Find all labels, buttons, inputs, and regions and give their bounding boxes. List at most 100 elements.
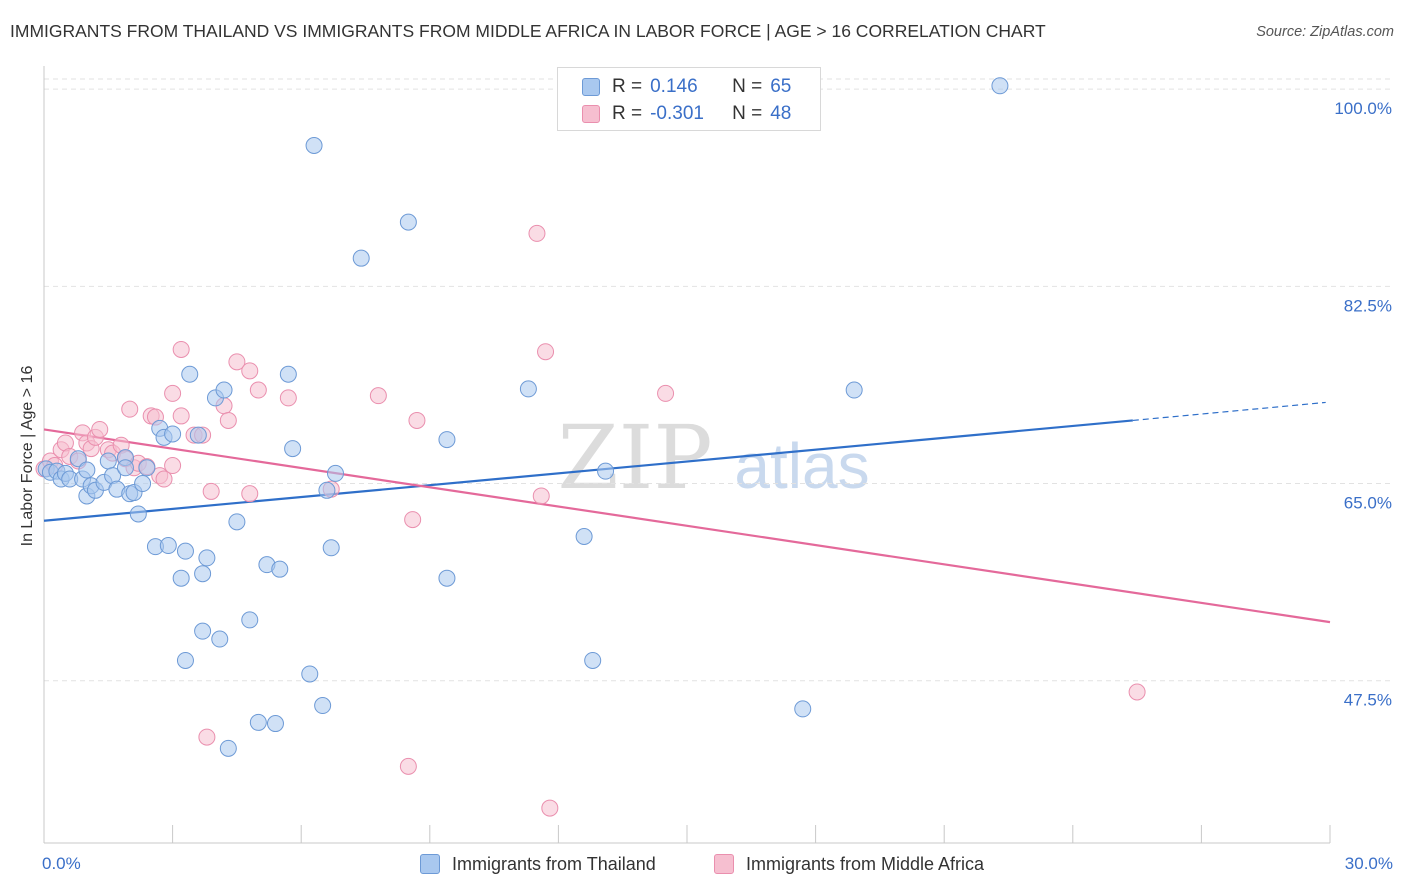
data-point-thailand[interactable] [519, 380, 537, 398]
data-point-thailand[interactable] [172, 569, 190, 587]
data-point-middle-africa[interactable] [399, 757, 417, 775]
data-point-thailand[interactable] [194, 622, 212, 640]
data-point-middle-africa[interactable] [198, 728, 216, 746]
data-point-middle-africa[interactable] [369, 387, 387, 405]
bottom-legend-thailand[interactable]: Immigrants from Thailand [420, 852, 656, 876]
data-point-middle-africa[interactable] [537, 343, 555, 361]
data-point-thailand[interactable] [575, 528, 593, 546]
data-point-thailand[interactable] [438, 431, 456, 449]
data-point-middle-africa[interactable] [1128, 683, 1146, 701]
data-point-middle-africa[interactable] [241, 362, 259, 380]
chart-title: IMMIGRANTS FROM THAILAND VS IMMIGRANTS F… [10, 21, 1046, 41]
y-tick-label: 100.0% [1334, 99, 1392, 118]
data-point-thailand[interactable] [219, 739, 237, 757]
data-point-thailand[interactable] [138, 459, 156, 477]
data-point-thailand[interactable] [116, 459, 134, 477]
bottom-legend-middle-africa[interactable]: Immigrants from Middle Africa [714, 852, 984, 876]
legend-row-thailand: R = 0.146 N = 65 [582, 74, 791, 100]
data-point-thailand[interactable] [176, 542, 194, 560]
data-point-middle-africa[interactable] [528, 224, 546, 242]
data-point-thailand[interactable] [352, 249, 370, 267]
data-point-thailand[interactable] [159, 537, 177, 555]
series-thailand [37, 77, 1009, 757]
data-point-middle-africa[interactable] [164, 384, 182, 402]
data-point-thailand[interactable] [314, 697, 332, 715]
y-tick-label: 65.0% [1344, 494, 1392, 513]
data-point-thailand[interactable] [189, 426, 207, 444]
legend-r-value-middle-africa: -0.301 [650, 103, 704, 124]
data-point-middle-africa[interactable] [279, 389, 297, 407]
axes [43, 66, 1331, 844]
bottom-legend-swatch-thailand [420, 854, 440, 874]
data-point-thailand[interactable] [438, 569, 456, 587]
legend-r-label: R = [612, 76, 643, 97]
trend-lines [43, 401, 1331, 624]
data-point-thailand[interactable] [241, 611, 259, 629]
legend-n-value-middle-africa: 48 [770, 103, 792, 124]
data-point-thailand[interactable] [249, 713, 267, 731]
data-point-thailand[interactable] [794, 700, 812, 718]
bottom-legend-label-thailand: Immigrants from Thailand [452, 853, 656, 874]
data-point-middle-africa[interactable] [541, 799, 559, 817]
data-point-thailand[interactable] [194, 565, 212, 583]
data-point-thailand[interactable] [326, 464, 344, 482]
data-point-thailand[interactable] [176, 651, 194, 669]
watermark-zip: ZIP [557, 406, 712, 509]
data-point-thailand[interactable] [318, 481, 336, 499]
y-tick-label: 82.5% [1344, 296, 1392, 315]
data-point-thailand[interactable] [597, 462, 615, 480]
data-point-thailand[interactable] [845, 381, 863, 399]
data-point-middle-africa[interactable] [532, 487, 550, 505]
data-point-middle-africa[interactable] [219, 411, 237, 429]
data-point-thailand[interactable] [211, 630, 229, 648]
data-point-thailand[interactable] [399, 213, 417, 231]
legend-r-label: R = [612, 103, 643, 124]
data-point-thailand[interactable] [215, 381, 233, 399]
watermark: ZIP atlas [557, 406, 869, 509]
tick-labels: 100.0% 82.5% 65.0% 47.5% 0.0% 30.0% [42, 99, 1393, 873]
gridlines [44, 78, 1394, 682]
bottom-legend-label-middle-africa: Immigrants from Middle Africa [746, 853, 985, 874]
data-point-thailand[interactable] [279, 365, 297, 383]
legend-n-label: N = [732, 103, 763, 124]
data-point-thailand[interactable] [198, 549, 216, 567]
data-point-thailand[interactable] [584, 651, 602, 669]
data-point-middle-africa[interactable] [657, 384, 675, 402]
legend-n-label: N = [732, 76, 763, 97]
data-point-middle-africa[interactable] [241, 485, 259, 503]
data-point-thailand[interactable] [69, 450, 87, 468]
data-point-thailand[interactable] [228, 513, 246, 531]
data-point-middle-africa[interactable] [202, 482, 220, 500]
data-point-thailand[interactable] [301, 665, 319, 683]
y-tick-label: 47.5% [1344, 691, 1392, 710]
data-point-thailand[interactable] [266, 715, 284, 733]
data-point-middle-africa[interactable] [172, 340, 190, 358]
data-point-middle-africa[interactable] [164, 457, 182, 475]
data-point-thailand[interactable] [129, 505, 147, 523]
data-point-thailand[interactable] [284, 440, 302, 458]
trend-line-thailand-extension [1132, 401, 1326, 422]
data-point-thailand[interactable] [78, 461, 96, 479]
legend-row-middle-africa: R = -0.301 N = 48 [582, 101, 791, 127]
source-note[interactable]: Source: ZipAtlas.com [1256, 24, 1394, 40]
series-middle-africa [35, 224, 1146, 817]
legend-swatch-thailand [582, 78, 600, 96]
data-point-thailand[interactable] [99, 452, 117, 470]
data-point-middle-africa[interactable] [404, 511, 422, 529]
data-point-middle-africa[interactable] [121, 400, 139, 418]
data-point-middle-africa[interactable] [408, 411, 426, 429]
data-point-middle-africa[interactable] [155, 470, 173, 488]
trend-line-thailand [43, 419, 1133, 522]
data-point-middle-africa[interactable] [91, 420, 109, 438]
legend-n-value-thailand: 65 [770, 76, 792, 97]
data-point-thailand[interactable] [164, 425, 182, 443]
data-point-middle-africa[interactable] [249, 381, 267, 399]
data-point-thailand[interactable] [181, 365, 199, 383]
data-point-middle-africa[interactable] [228, 353, 246, 371]
data-point-thailand[interactable] [271, 560, 289, 578]
data-point-middle-africa[interactable] [172, 407, 190, 425]
data-point-thailand[interactable] [305, 136, 323, 154]
data-point-thailand[interactable] [322, 539, 340, 557]
data-point-thailand[interactable] [991, 77, 1009, 95]
data-point-thailand[interactable] [134, 475, 152, 493]
